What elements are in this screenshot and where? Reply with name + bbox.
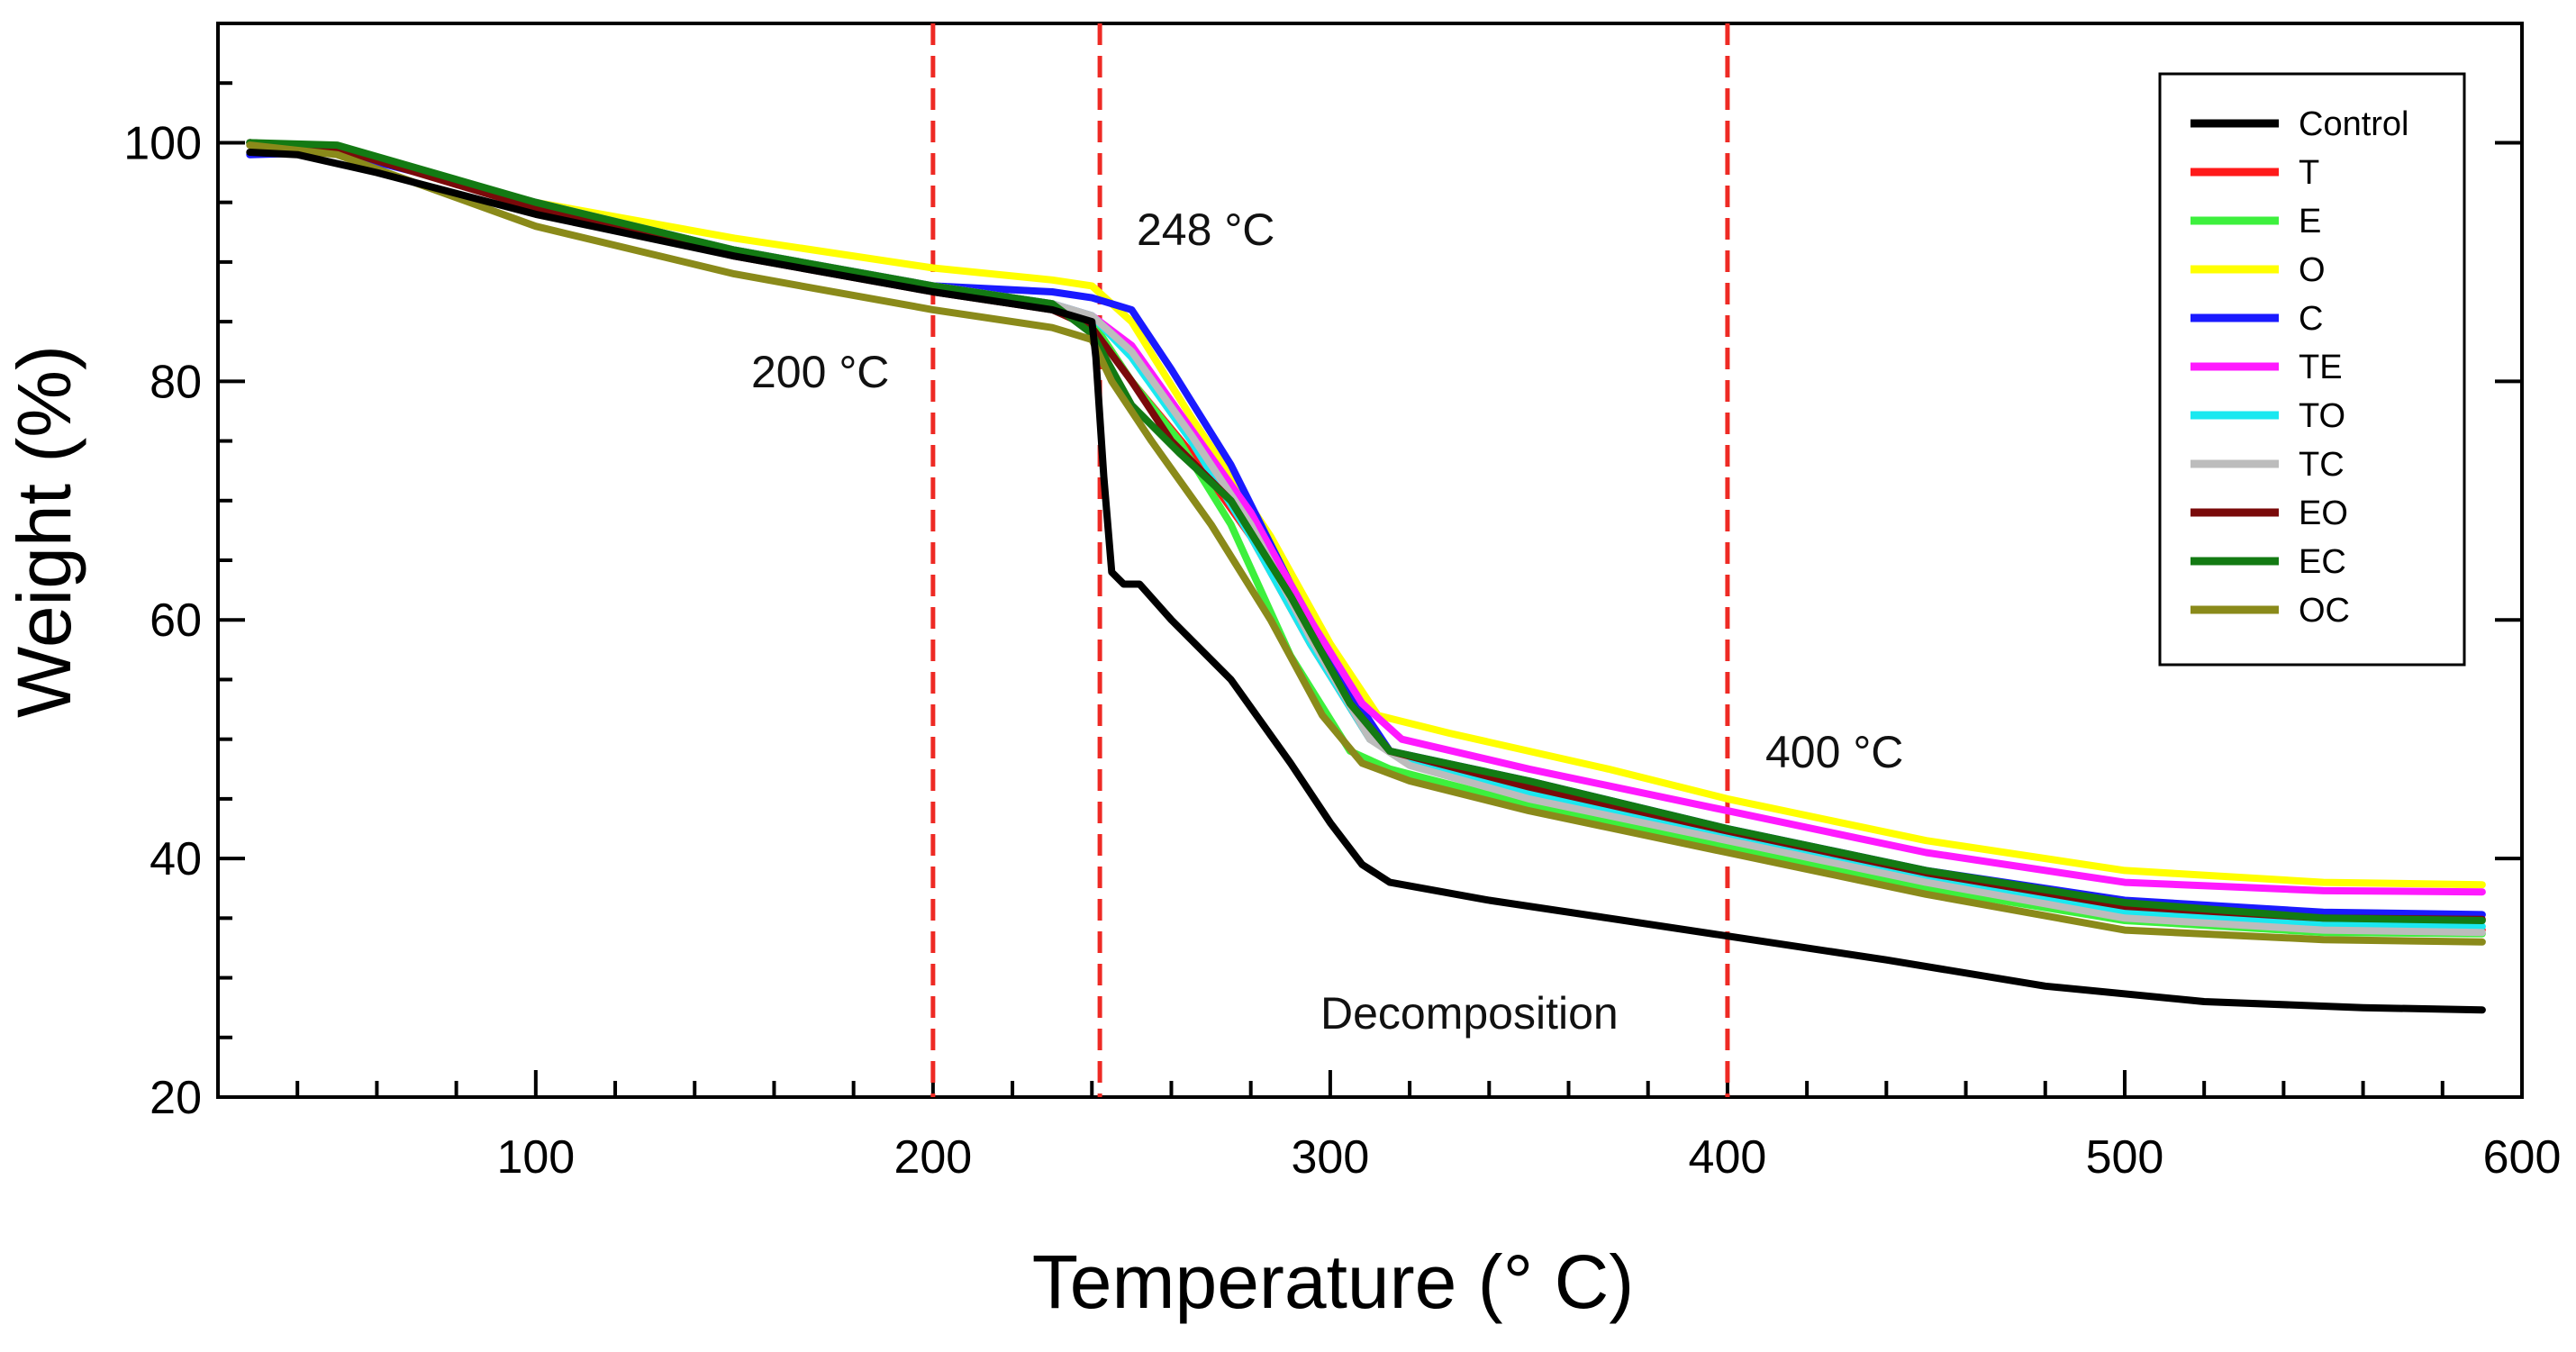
series-line-eo	[246, 139, 2486, 923]
decomposition-annotation: Decomposition	[1320, 988, 1619, 1039]
series-line-tc	[246, 139, 2486, 937]
y-tick-label: 20	[150, 1072, 202, 1124]
legend-label-ec: EC	[2299, 543, 2346, 581]
legend-label-te: TE	[2299, 349, 2343, 386]
x-tick-label: 200	[893, 1131, 972, 1184]
legend-label-c: C	[2299, 300, 2323, 338]
x-tick-labels: 100 200 300 400 500 600	[496, 1131, 2561, 1184]
x-tick-label: 400	[1689, 1131, 1767, 1184]
series-lines	[246, 139, 2486, 1014]
series-line-control	[246, 149, 2486, 1014]
series-line-e	[246, 139, 2486, 938]
y-tick-label: 80	[150, 356, 202, 408]
axis-ticks	[218, 81, 2524, 1097]
x-tick-label: 500	[2086, 1131, 2164, 1184]
ref-line-label-248: 248 °C	[1137, 204, 1274, 255]
y-axis-title: Weight (%)	[2, 345, 86, 718]
legend-label-to: TO	[2299, 397, 2345, 435]
series-line-oc	[246, 141, 2486, 946]
ref-line-label-200: 200 °C	[751, 347, 889, 397]
x-tick-label: 600	[2483, 1131, 2562, 1184]
series-line-to	[246, 139, 2486, 930]
y-tick-label: 60	[150, 594, 202, 647]
ref-line-label-400: 400 °C	[1765, 727, 1903, 777]
legend-label-control: Control	[2299, 105, 2409, 143]
legend-label-t: T	[2299, 154, 2319, 192]
legend-label-o: O	[2299, 251, 2326, 289]
x-tick-label: 100	[496, 1131, 575, 1184]
legend-label-tc: TC	[2299, 446, 2345, 484]
legend-label-e: E	[2299, 203, 2321, 240]
legend-swatches	[2191, 119, 2279, 614]
legend-label-oc: OC	[2299, 592, 2350, 630]
legend: Control T E O C TE TO TC EO EC OC	[2158, 72, 2466, 667]
legend-label-eo: EO	[2299, 495, 2348, 532]
y-tick-label: 100	[123, 117, 202, 169]
series-line-te	[246, 139, 2486, 896]
x-tick-label: 300	[1292, 1131, 1370, 1184]
series-line-o	[246, 139, 2486, 889]
series-line-c	[246, 149, 2486, 919]
y-tick-label: 40	[150, 833, 202, 885]
series-line-t	[246, 139, 2486, 934]
series-line-ec	[246, 139, 2486, 924]
reference-lines	[930, 23, 1730, 1097]
x-axis-title: Temperature (° C)	[1032, 1239, 1634, 1324]
y-tick-labels: 20 40 60 80 100	[123, 117, 202, 1124]
